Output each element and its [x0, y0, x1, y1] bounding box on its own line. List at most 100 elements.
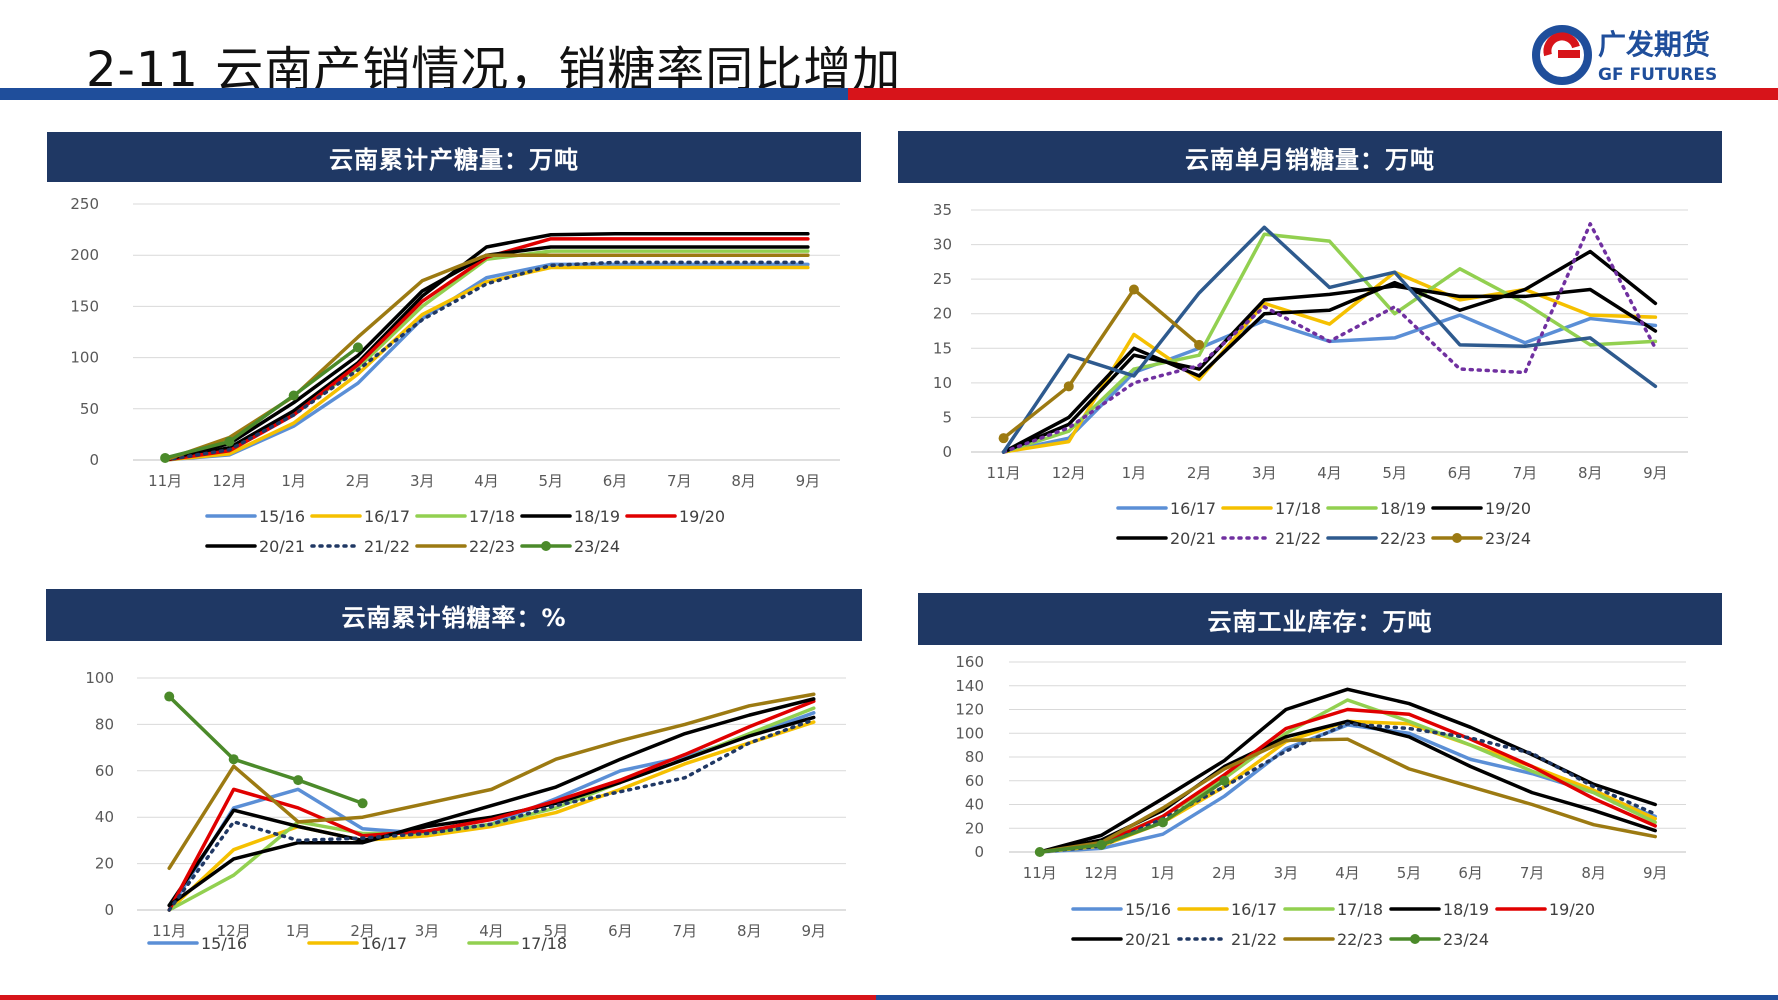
legend-label: 19/20 — [1485, 499, 1531, 518]
series-point-23-24 — [998, 433, 1009, 444]
series-line-22-23 — [167, 692, 816, 870]
series-line-22-23 — [1038, 737, 1657, 854]
y-tick-label: 25 — [933, 270, 952, 288]
legend-label: 16/17 — [361, 934, 407, 953]
series-point-23-24 — [1128, 284, 1139, 295]
y-tick-label: 160 — [955, 653, 984, 671]
y-tick-label: 140 — [955, 677, 984, 695]
series-line-23-24 — [1038, 779, 1227, 854]
chart-cum-production: 0 50 100 150 200 250 11月 12月 1月 2月 3月 4月 5月 6月 7月 8月 9月 1… — [70, 195, 840, 556]
y-tick-label: 35 — [933, 201, 952, 219]
y-tick-label: 20 — [933, 305, 952, 323]
header-bar-blue — [0, 88, 848, 100]
y-tick-label: 50 — [80, 400, 99, 418]
y-tick-label: 5 — [942, 408, 952, 426]
chart-cum-sales-rate: 0 20 40 60 80 100 11月 12月 1月 2月 3月 4月 5月 6月 7月 8月 9月 15/1… — [85, 669, 846, 953]
logo-en: GF FUTURES — [1598, 65, 1717, 85]
series-point-23-24 — [1063, 381, 1074, 392]
series-line-19-20 — [1001, 249, 1658, 454]
series-line-21-22 — [1038, 722, 1657, 854]
legend-label: 22/23 — [1337, 930, 1383, 949]
x-tick-label: 11月 — [1023, 864, 1057, 882]
legend-marker — [1452, 533, 1462, 543]
series-point-23-24 — [1096, 839, 1107, 850]
legend-label: 17/18 — [1337, 900, 1383, 919]
y-tick-label: 15 — [933, 339, 952, 357]
chart-title-industrial-stock: 云南工业库存：万吨 — [918, 593, 1722, 645]
series-point-23-24 — [352, 342, 363, 353]
x-tick-label: 9月 — [796, 472, 821, 490]
x-tick-label: 12月 — [1084, 864, 1118, 882]
y-tick-label: 20 — [965, 819, 984, 837]
x-tick-label: 11月 — [148, 472, 182, 490]
y-tick-label: 60 — [95, 762, 114, 780]
gf-logo-icon: 广发期货 GF FUTURES — [1532, 25, 1717, 85]
series-point-23-24 — [160, 452, 171, 463]
x-tick-label: 3月 — [1274, 864, 1299, 882]
series-line-21-22 — [163, 260, 810, 462]
series-point-23-24 — [1034, 847, 1045, 857]
series-line-20-21 — [1038, 687, 1657, 854]
y-tick-label: 60 — [965, 772, 984, 790]
x-tick-label: 5月 — [1382, 464, 1407, 482]
x-tick-label: 2月 — [350, 922, 375, 940]
header-bar-red — [848, 88, 1778, 100]
series-line-20-21 — [167, 697, 816, 908]
chart-title-monthly-sales: 云南单月销糖量：万吨 — [898, 131, 1722, 183]
legend-label: 22/23 — [1380, 529, 1426, 548]
x-tick-label: 4月 — [1335, 864, 1360, 882]
x-tick-label: 5月 — [538, 472, 563, 490]
y-tick-label: 150 — [70, 297, 99, 315]
y-tick-label: 40 — [95, 808, 114, 826]
chart-industrial-stock: 0 20 40 60 80 100 120 140 160 11月 12月 1月 2月 3月 4月 5月 6月 7… — [955, 653, 1686, 949]
x-tick-label: 7月 — [673, 922, 698, 940]
series-point-23-24 — [357, 798, 368, 809]
legend-label: 17/18 — [1275, 499, 1321, 518]
x-tick-label: 6月 — [1458, 864, 1483, 882]
x-tick-label: 4月 — [1317, 464, 1342, 482]
x-tick-label: 9月 — [1643, 464, 1668, 482]
legend-label: 19/20 — [1549, 900, 1595, 919]
x-tick-label: 2月 — [1212, 864, 1237, 882]
series-line-19-20 — [163, 237, 810, 462]
x-tick-label: 8月 — [731, 472, 756, 490]
x-tick-label: 12月 — [212, 472, 246, 490]
series-line-16-17 — [163, 265, 810, 462]
y-tick-label: 250 — [70, 195, 99, 213]
chart-title-cum-production: 云南累计产糖量：万吨 — [47, 132, 861, 182]
x-tick-label: 2月 — [1187, 464, 1212, 482]
legend-label: 22/23 — [469, 537, 515, 556]
x-tick-label: 9月 — [801, 922, 826, 940]
y-tick-label: 30 — [933, 236, 952, 254]
legend-label: 21/22 — [1231, 930, 1277, 949]
series-point-23-24 — [1194, 339, 1205, 350]
series-point-23-24 — [288, 390, 299, 401]
series-line-23-24 — [163, 345, 360, 460]
y-tick-label: 80 — [95, 715, 114, 733]
series-line-20-21 — [1001, 284, 1658, 454]
series-point-23-24 — [1157, 817, 1168, 828]
footer-bar-blue — [876, 995, 1778, 1000]
x-tick-label: 3月 — [1252, 464, 1277, 482]
x-tick-label: 4月 — [479, 922, 504, 940]
series-point-23-24 — [164, 691, 175, 702]
y-tick-label: 0 — [942, 443, 952, 461]
chart-title-cum-sales-rate: 云南累计销糖率：% — [46, 589, 862, 641]
x-tick-label: 12月 — [217, 922, 251, 940]
x-tick-label: 3月 — [415, 922, 440, 940]
logo: 广发期货 GF FUTURES — [1528, 22, 1764, 88]
series-line-18-19 — [1001, 232, 1658, 454]
series-line-23-24 — [1001, 287, 1201, 440]
x-tick-label: 1月 — [1151, 864, 1176, 882]
legend-label: 20/21 — [1170, 529, 1216, 548]
y-tick-label: 40 — [965, 796, 984, 814]
series-line-17-18 — [167, 706, 816, 912]
x-tick-label: 3月 — [410, 472, 435, 490]
series-line-18-19 — [167, 715, 816, 908]
x-tick-label: 11月 — [152, 922, 186, 940]
x-tick-label: 2月 — [346, 472, 371, 490]
series-point-23-24 — [293, 775, 304, 786]
x-tick-label: 7月 — [1513, 464, 1538, 482]
series-line-21-22 — [167, 718, 816, 912]
footer-bar-red — [0, 995, 876, 1000]
